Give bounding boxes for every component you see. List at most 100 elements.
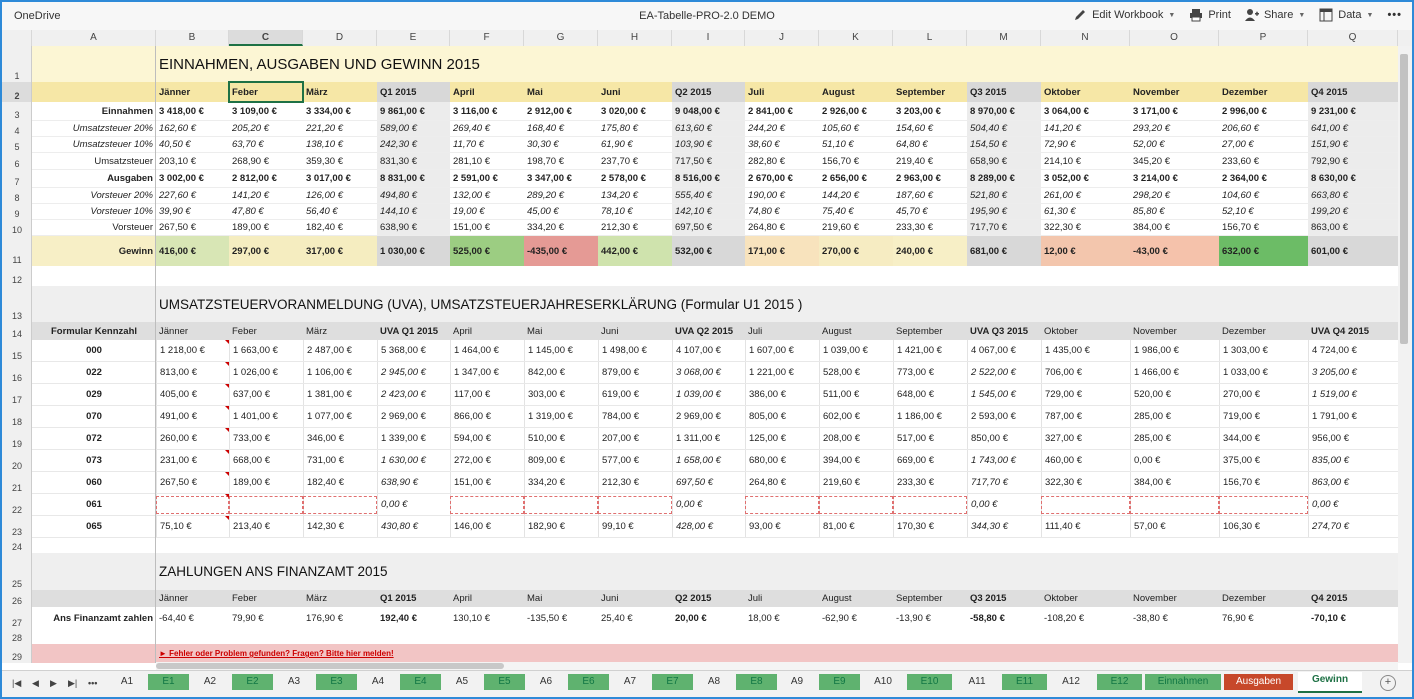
last-sheet-icon[interactable]: ▶| xyxy=(68,678,78,688)
value-cell[interactable]: 168,40 € xyxy=(527,123,564,134)
row-header-11[interactable]: 11 xyxy=(2,236,32,266)
uva-value-cell[interactable]: 1 791,00 € xyxy=(1308,406,1398,427)
value-cell[interactable]: 154,50 € xyxy=(967,137,1041,152)
value-cell[interactable]: 11,70 € xyxy=(453,139,484,150)
uva-value-cell[interactable]: 956,00 € xyxy=(1308,428,1398,449)
sheet-tab-a1[interactable]: A1 xyxy=(120,676,134,687)
uva-value-cell[interactable]: 1 466,00 € xyxy=(1130,362,1219,383)
uva-value-cell[interactable]: 4 724,00 € xyxy=(1308,340,1398,361)
row-header-6[interactable]: 6 xyxy=(2,153,32,170)
profit-cell[interactable]: 171,00 € xyxy=(745,236,819,266)
uva-value-cell[interactable]: 0,00 € xyxy=(967,494,1041,515)
uva-value-cell[interactable]: 285,00 € xyxy=(1130,406,1219,427)
value-cell[interactable]: 233,60 € xyxy=(1222,155,1259,167)
month-header[interactable]: September xyxy=(893,82,967,102)
uva-month-header[interactable]: UVA Q3 2015 xyxy=(970,325,1029,337)
value-cell[interactable]: 221,20 € xyxy=(306,123,343,134)
value-cell[interactable]: 85,80 € xyxy=(1133,206,1165,217)
row-label[interactable]: Umsatzsteuer xyxy=(94,155,153,167)
value-cell[interactable]: 2 841,00 € xyxy=(748,105,793,117)
value-cell[interactable]: 72,90 € xyxy=(1044,139,1076,150)
uva-value-cell[interactable]: 594,00 € xyxy=(450,428,524,449)
value-cell[interactable]: 281,10 € xyxy=(453,155,490,167)
uva-month-header[interactable]: Jänner xyxy=(159,325,189,337)
value-cell[interactable]: 268,90 € xyxy=(232,155,269,167)
uva-value-cell[interactable]: 1 743,00 € xyxy=(967,450,1041,471)
month-header[interactable]: August xyxy=(819,82,893,102)
select-all-corner[interactable] xyxy=(2,30,32,46)
kennzahl-code[interactable]: 022 xyxy=(86,367,102,378)
value-cell[interactable]: 52,10 € xyxy=(1222,206,1254,217)
uva-value-cell[interactable]: 787,00 € xyxy=(1041,406,1130,427)
uva-value-cell[interactable]: 213,40 € xyxy=(229,516,303,537)
value-cell[interactable]: 126,00 € xyxy=(306,190,343,201)
spreadsheet-grid[interactable]: 1 2 3 4 5 6 7 8 9 10 11 12 13 14 15 16 17 18 19 20 21 22 23 24 2… xyxy=(2,46,1398,663)
uva-value-cell[interactable]: 511,00 € xyxy=(819,384,893,405)
uva-value-cell[interactable]: 805,00 € xyxy=(745,406,819,427)
value-cell[interactable]: 3 109,00 € xyxy=(232,105,277,117)
column-header-i[interactable]: I xyxy=(672,30,745,46)
uva-value-cell[interactable]: 460,00 € xyxy=(1041,450,1130,471)
value-cell[interactable]: 40,50 € xyxy=(159,139,191,150)
uva-value-cell[interactable]: 99,10 € xyxy=(598,516,672,537)
kennzahl-code[interactable]: 061 xyxy=(86,499,102,510)
value-cell[interactable]: 8 289,00 € xyxy=(967,170,1041,187)
uva-value-cell[interactable]: 346,00 € xyxy=(303,428,377,449)
value-cell[interactable]: 27,00 € xyxy=(1222,139,1254,150)
empty-input-cell[interactable] xyxy=(598,496,672,514)
uva-value-cell[interactable]: 1 663,00 € xyxy=(229,340,303,361)
uva-value-cell[interactable]: 2 423,00 € xyxy=(377,384,450,405)
profit-cell[interactable]: 1 030,00 € xyxy=(377,236,450,266)
value-cell[interactable]: 3 017,00 € xyxy=(306,173,351,184)
uva-value-cell[interactable]: 520,00 € xyxy=(1130,384,1219,405)
uva-value-cell[interactable]: 285,00 € xyxy=(1130,428,1219,449)
row-label[interactable]: Vorsteuer 10% xyxy=(90,206,154,217)
uva-value-cell[interactable]: 344,30 € xyxy=(967,516,1041,537)
column-header-e[interactable]: E xyxy=(377,30,450,46)
empty-input-cell[interactable] xyxy=(303,496,377,514)
value-cell[interactable]: 64,80 € xyxy=(896,139,928,150)
value-cell[interactable]: 52,00 € xyxy=(1133,139,1165,150)
sheet-tab-a9[interactable]: A9 xyxy=(790,676,804,687)
month-header[interactable]: Juni xyxy=(598,82,672,102)
uva-value-cell[interactable]: 75,10 € xyxy=(156,516,229,537)
profit-cell[interactable]: 240,00 € xyxy=(893,236,967,266)
uva-value-cell[interactable]: 2 522,00 € xyxy=(967,362,1041,383)
pay-value-cell[interactable]: -13,90 € xyxy=(896,612,931,624)
uva-value-cell[interactable]: 1 186,00 € xyxy=(893,406,967,427)
profit-cell[interactable]: 632,00 € xyxy=(1219,236,1308,266)
uva-value-cell[interactable]: 106,30 € xyxy=(1219,516,1308,537)
uva-value-cell[interactable]: 4 107,00 € xyxy=(672,340,745,361)
row-header-18[interactable]: 18 xyxy=(2,406,32,428)
value-cell[interactable]: 199,20 € xyxy=(1308,204,1398,219)
row-header-19[interactable]: 19 xyxy=(2,428,32,450)
uva-month-header[interactable]: Juli xyxy=(748,325,763,337)
empty-cell[interactable] xyxy=(32,82,156,102)
empty-cell[interactable] xyxy=(32,590,156,607)
pay-value-cell[interactable]: 176,90 € xyxy=(306,612,343,624)
pay-month-header[interactable]: Q3 2015 xyxy=(970,593,1007,604)
sheet-tab-e9[interactable]: E9 xyxy=(819,674,860,690)
uva-value-cell[interactable]: 1 347,00 € xyxy=(450,362,524,383)
pay-month-header[interactable]: Juni xyxy=(601,593,619,604)
uva-value-cell[interactable]: 274,70 € xyxy=(1308,516,1398,537)
uva-value-cell[interactable]: 428,00 € xyxy=(672,516,745,537)
uva-value-cell[interactable]: 182,90 € xyxy=(524,516,598,537)
month-header[interactable]: Jänner xyxy=(156,82,229,102)
uva-value-cell[interactable]: 619,00 € xyxy=(598,384,672,405)
uva-value-cell[interactable]: 117,00 € xyxy=(450,384,524,405)
profit-cell[interactable]: 297,00 € xyxy=(229,236,303,266)
uva-value-cell[interactable]: 1 145,00 € xyxy=(524,340,598,361)
row-header-10[interactable]: 10 xyxy=(2,220,32,236)
value-cell[interactable]: 61,90 € xyxy=(601,139,633,150)
uva-value-cell[interactable]: 0,00 € xyxy=(377,494,450,515)
comment-indicator-icon[interactable] xyxy=(225,472,229,476)
pay-month-header[interactable]: Dezember xyxy=(1222,593,1266,604)
uva-value-cell[interactable]: 1 630,00 € xyxy=(377,450,450,471)
value-cell[interactable]: 132,00 € xyxy=(453,190,490,201)
uva-value-cell[interactable]: 602,00 € xyxy=(819,406,893,427)
uva-value-cell[interactable]: 344,00 € xyxy=(1219,428,1308,449)
column-header-n[interactable]: N xyxy=(1041,30,1130,46)
value-cell[interactable]: 3 347,00 € xyxy=(527,173,572,184)
value-cell[interactable]: 154,60 € xyxy=(896,123,933,134)
